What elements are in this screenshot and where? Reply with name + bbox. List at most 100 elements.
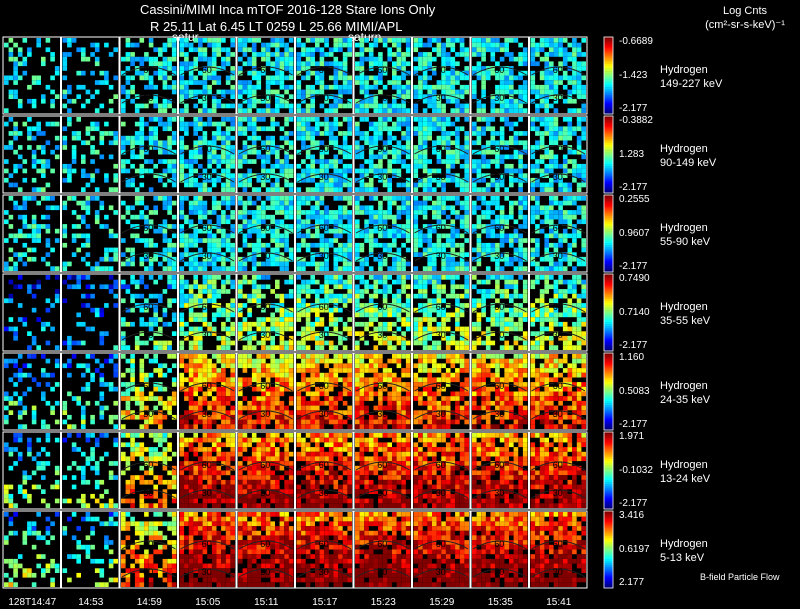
contour-label: 60 (319, 144, 329, 154)
contour-label: 60 (553, 302, 563, 312)
contour-label: 60 (436, 381, 446, 391)
colorbar-max-value: -0.3882 (619, 115, 653, 126)
image-panel (2, 352, 61, 431)
colorbar-max-value: 3.416 (619, 510, 645, 521)
image-panel (61, 115, 120, 194)
contour-label: 30 (260, 251, 270, 261)
contour-label: 60 (494, 460, 504, 470)
contour-label: 30 (202, 172, 212, 182)
image-panel: 60 30 (412, 431, 471, 510)
image-panel: 60 30 (412, 194, 471, 273)
contour-label: 60 (436, 539, 446, 549)
contour-label: 30 (494, 567, 504, 577)
colorbar-max-value: 1.971 (619, 431, 645, 442)
time-label: 14:59 (136, 597, 162, 608)
contour-label: 30 (553, 251, 563, 261)
colorbar (603, 115, 614, 194)
contour-label: 30 (494, 93, 504, 103)
contour-label: 30 (143, 330, 153, 340)
image-panel: 60 30 (178, 273, 237, 352)
time-label: 15:35 (487, 597, 513, 608)
contour-label: 30 (553, 488, 563, 498)
image-panel: 60 30 (353, 194, 412, 273)
image-panel (2, 36, 61, 115)
contour-label: 30 (202, 251, 212, 261)
image-panel: 60 30 (295, 115, 354, 194)
contour-label: 60 (494, 302, 504, 312)
colorbar-mid-value: 0.9607 (619, 227, 650, 239)
contour-label: 60 (494, 381, 504, 391)
image-panel: 60 30 (353, 352, 412, 431)
contour-label: 30 (319, 93, 329, 103)
contour-label: 30 (202, 330, 212, 340)
image-panel: 60 30 (470, 194, 529, 273)
image-panel (2, 273, 61, 352)
contour-label: 60 (202, 65, 212, 75)
image-panel: 60 30 (412, 36, 471, 115)
image-panel: 60 30 (412, 273, 471, 352)
contour-label: 30 (202, 567, 212, 577)
contour-label: 60 (494, 65, 504, 75)
colorbar (603, 194, 614, 273)
contour-label: 60 (143, 302, 153, 312)
image-panel (2, 115, 61, 194)
row-energy: 55-90 keV (660, 236, 711, 248)
time-label: 15:17 (312, 597, 338, 608)
contour-label: 60 (143, 381, 153, 391)
contour-label: 60 (319, 539, 329, 549)
contour-label: 30 (143, 409, 153, 419)
contour-label: 30 (319, 330, 329, 340)
contour-label: 60 (260, 460, 270, 470)
image-panel: 60 30 (353, 510, 412, 589)
colorbar-mid-value: 0.7140 (619, 306, 650, 318)
time-label: 15:41 (546, 597, 572, 608)
image-panel: 60 30 (412, 352, 471, 431)
contour-label: 60 (143, 223, 153, 233)
contour-label: 60 (377, 539, 387, 549)
contour-label: 30 (436, 172, 446, 182)
contour-label: 30 (553, 330, 563, 340)
contour-label: 30 (436, 330, 446, 340)
image-panel: 60 30 (119, 115, 178, 194)
contour-label: 30 (260, 93, 270, 103)
image-panel: 60 30 (119, 273, 178, 352)
image-panel: 60 30 (470, 115, 529, 194)
contour-label: 60 (260, 223, 270, 233)
image-panel: 60 30 (470, 36, 529, 115)
colorbar-max-value: -0.6689 (619, 36, 653, 47)
image-panel: 60 30 (353, 431, 412, 510)
image-panel: 60 30 (295, 431, 354, 510)
colorbar-mid-value: -0.1032 (619, 464, 653, 476)
contour-label: 60 (553, 539, 563, 549)
footer-note: B-field Particle Flow (700, 572, 780, 582)
contour-label: 30 (143, 567, 153, 577)
image-panel: 60 30 (295, 510, 354, 589)
contour-label: 60 (319, 302, 329, 312)
image-panel: 60 30 (236, 510, 295, 589)
contour-label: 30 (319, 567, 329, 577)
colorbar (603, 431, 614, 510)
row-species: Hydrogen (660, 222, 708, 234)
contour-label: 60 (553, 223, 563, 233)
contour-label: 60 (202, 302, 212, 312)
header-line2: R 25.11 Lat 6.45 LT 0259 L 25.66 MIMI/AP… (150, 19, 403, 34)
row-energy: 35-55 keV (660, 315, 711, 327)
image-panel: 60 30 (529, 36, 588, 115)
row-energy: 5-13 keV (660, 552, 705, 564)
colorbar-min-value: -2.177 (619, 340, 648, 351)
time-label: 15:23 (370, 597, 396, 608)
image-panel (2, 510, 61, 589)
contour-label: 60 (436, 144, 446, 154)
contour-label: 60 (143, 65, 153, 75)
contour-label: 60 (260, 302, 270, 312)
image-panel: 60 30 (236, 431, 295, 510)
contour-label: 60 (202, 144, 212, 154)
contour-label: 60 (553, 460, 563, 470)
image-panel: 60 30 (295, 194, 354, 273)
contour-label: 60 (260, 381, 270, 391)
contour-label: 30 (436, 488, 446, 498)
image-panel: 60 30 (470, 431, 529, 510)
contour-label: 60 (377, 460, 387, 470)
colorbar-min-value: -2.177 (619, 103, 648, 114)
image-panel: 60 30 (529, 510, 588, 589)
